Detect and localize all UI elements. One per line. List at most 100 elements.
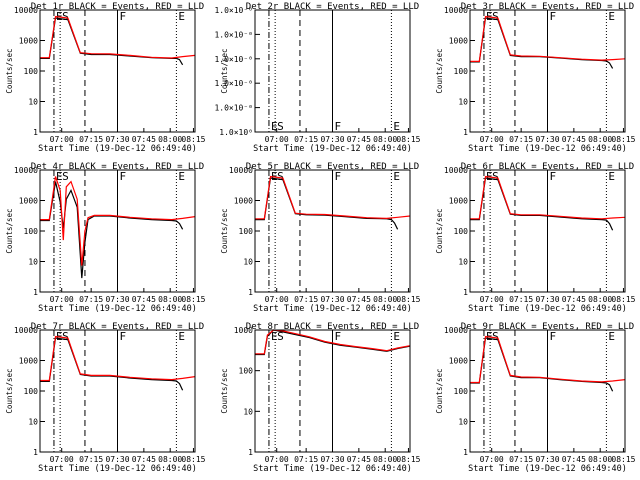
x-tick-label: 07:00 — [480, 135, 504, 144]
y-tick-label: 100 — [24, 67, 39, 76]
marker-label: F — [335, 170, 342, 183]
y-tick-label: 10 — [458, 258, 468, 267]
marker-label: S — [62, 170, 69, 183]
x-tick-label: 07:00 — [265, 135, 289, 144]
marker-label: F — [550, 330, 557, 343]
y-tick-label: 1 — [248, 288, 253, 297]
x-tick-label: 08:00 — [588, 295, 612, 304]
plot-frame — [254, 329, 411, 453]
x-tick-label: 07:15 — [294, 135, 318, 144]
x-tick-label: 08:15 — [181, 455, 205, 464]
x-tick-label: 07:45 — [347, 135, 371, 144]
series-line-lld — [470, 15, 626, 62]
series-line-events — [470, 17, 614, 69]
x-tick-label: 08:15 — [396, 295, 420, 304]
x-tick-label: 07:15 — [509, 135, 533, 144]
x-tick-label: 07:45 — [347, 455, 371, 464]
x-axis-label: Start Time (19-Dec-12 06:49:40) — [253, 464, 412, 474]
x-tick-label: 08:00 — [158, 455, 182, 464]
plot-frame — [254, 9, 411, 133]
y-tick-label: 10 — [458, 98, 468, 107]
x-tick-label: 07:15 — [509, 295, 533, 304]
marker-label: E — [608, 330, 615, 343]
y-tick-label: 10000 — [14, 326, 38, 335]
x-tick-label: 07:00 — [50, 135, 74, 144]
detector-panel-8: Det 8r BLACK = Events, RED = LLD 1 10 100 10… — [220, 322, 421, 474]
marker-label: E — [56, 170, 63, 183]
x-tick-label: 07:30 — [105, 295, 129, 304]
y-tick-label: 1.0×10⁻⁰ — [214, 79, 253, 88]
x-tick-label: 07:15 — [79, 135, 103, 144]
series-line-lld — [470, 335, 626, 384]
y-axis-label: Counts/sec — [435, 368, 444, 413]
x-tick-label: 07:15 — [79, 295, 103, 304]
x-tick-label: 07:45 — [562, 455, 586, 464]
series-line-lld — [40, 335, 196, 382]
marker-label: F — [550, 170, 557, 183]
x-tick-label: 07:00 — [50, 455, 74, 464]
series-line-lld — [40, 176, 196, 266]
y-tick-label: 1000 — [449, 197, 468, 206]
detector-panel-6: Det 6r BLACK = Events, RED = LLD 1 10 100 10… — [435, 162, 636, 314]
x-tick-label: 08:00 — [588, 135, 612, 144]
y-axis-label: Counts/sec — [435, 48, 444, 93]
detector-panel-1: Det 1r BLACK = Events, RED = LLD 1 10 100 10… — [5, 2, 206, 154]
y-tick-label: 10000 — [444, 166, 468, 175]
x-tick-label: 08:15 — [181, 295, 205, 304]
x-tick-label: 08:00 — [158, 295, 182, 304]
panel-title: Det 2r BLACK = Events, RED = LLD — [246, 2, 419, 12]
y-axis-label: Counts/sec — [5, 368, 14, 413]
detector-panel-3: Det 3r BLACK = Events, RED = LLD 1 10 100 10… — [435, 2, 636, 154]
y-tick-label: 100 — [24, 387, 39, 396]
x-tick-label: 07:30 — [320, 295, 344, 304]
x-tick-label: 07:45 — [347, 295, 371, 304]
panel-title: Det 8r BLACK = Events, RED = LLD — [246, 322, 419, 332]
x-tick-label: 07:30 — [320, 135, 344, 144]
y-tick-label: 1 — [33, 128, 38, 137]
marker-label: F — [120, 10, 127, 23]
y-tick-label: 1000 — [19, 197, 38, 206]
y-tick-label: 1000 — [234, 326, 253, 335]
detector-panel-2: Det 2r BLACK = Events, RED = LLD 1.0×10⁰ 1… — [214, 2, 420, 154]
marker-label: S — [62, 330, 69, 343]
x-tick-label: 07:30 — [105, 455, 129, 464]
x-tick-label: 07:45 — [562, 295, 586, 304]
series-line-events — [40, 181, 184, 279]
y-tick-label: 10 — [243, 407, 253, 416]
marker-label: S — [277, 330, 284, 343]
marker-label: E — [178, 170, 185, 183]
panel-title: Det 5r BLACK = Events, RED = LLD — [246, 162, 419, 172]
y-tick-label: 10 — [243, 258, 253, 267]
x-axis-label: Start Time (19-Dec-12 06:49:40) — [253, 304, 412, 314]
series-line-lld — [40, 15, 196, 59]
x-axis-label: Start Time (19-Dec-12 06:49:40) — [38, 304, 197, 314]
y-axis-label: Counts/sec — [220, 48, 229, 93]
series-line-lld — [470, 175, 626, 220]
x-tick-label: 07:15 — [294, 295, 318, 304]
series-line-events — [40, 337, 184, 391]
x-tick-label: 07:00 — [480, 455, 504, 464]
x-tick-label: 08:15 — [396, 135, 420, 144]
x-tick-label: 07:30 — [105, 135, 129, 144]
marker-label: E — [271, 120, 278, 133]
series-line-events — [470, 177, 614, 231]
y-tick-label: 100 — [24, 227, 39, 236]
y-tick-label: 1 — [463, 128, 468, 137]
x-tick-label: 07:15 — [294, 455, 318, 464]
x-tick-label: 07:30 — [535, 295, 559, 304]
x-tick-label: 07:45 — [132, 135, 156, 144]
x-tick-label: 07:00 — [265, 455, 289, 464]
plot-frame — [39, 329, 196, 453]
y-axis-label: Counts/sec — [220, 368, 229, 413]
x-tick-label: 08:15 — [181, 135, 205, 144]
x-tick-label: 08:15 — [611, 135, 635, 144]
y-tick-label: 1 — [463, 448, 468, 457]
y-tick-label: 100 — [239, 367, 254, 376]
y-tick-label: 10 — [28, 98, 38, 107]
marker-label: E — [608, 10, 615, 23]
panel-title: Det 3r BLACK = Events, RED = LLD — [461, 2, 634, 12]
marker-label: F — [550, 10, 557, 23]
y-tick-label: 10000 — [444, 6, 468, 15]
y-tick-label: 1000 — [449, 357, 468, 366]
y-tick-label: 1000 — [19, 37, 38, 46]
